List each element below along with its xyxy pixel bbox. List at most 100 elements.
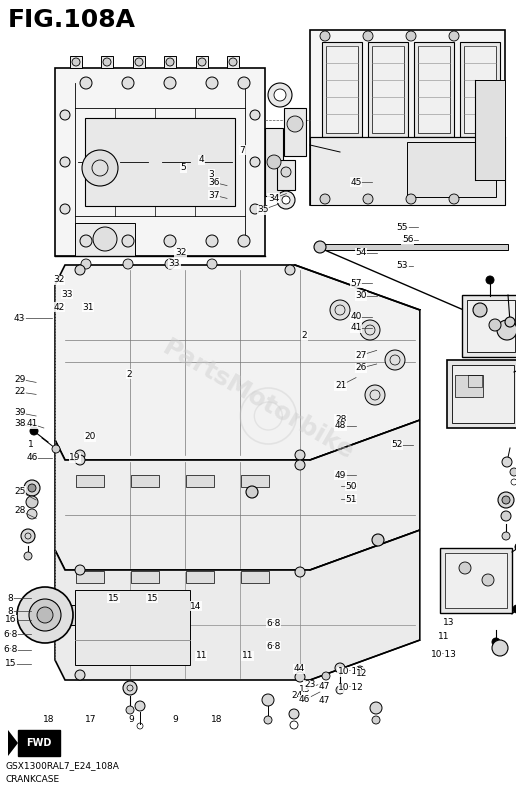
Circle shape [510, 468, 516, 476]
Text: 13: 13 [443, 618, 455, 627]
Circle shape [502, 496, 510, 504]
Polygon shape [18, 730, 60, 756]
Circle shape [75, 565, 85, 575]
Text: 35: 35 [257, 205, 269, 214]
Text: 42: 42 [54, 302, 65, 312]
Bar [447, 360, 516, 428]
Bar [164, 56, 176, 68]
Circle shape [238, 235, 250, 247]
Circle shape [497, 320, 516, 340]
Circle shape [122, 235, 134, 247]
Bar [75, 590, 190, 665]
Circle shape [198, 58, 206, 66]
Text: 49: 49 [335, 470, 346, 480]
Circle shape [80, 235, 92, 247]
Text: 24: 24 [291, 691, 302, 701]
Text: 7: 7 [239, 146, 246, 155]
Circle shape [285, 265, 295, 275]
Circle shape [82, 150, 118, 186]
Text: 44: 44 [294, 664, 305, 674]
Bar [60, 605, 75, 625]
Circle shape [93, 227, 117, 251]
Bar [265, 128, 283, 196]
Circle shape [363, 31, 373, 41]
Bar [227, 56, 239, 68]
Bar [467, 300, 515, 352]
Text: 28: 28 [14, 506, 25, 515]
Text: 14: 14 [190, 602, 202, 611]
Circle shape [60, 204, 70, 214]
Text: 11: 11 [196, 651, 207, 661]
Circle shape [449, 31, 459, 41]
Text: 20: 20 [85, 432, 96, 442]
Text: 6·8: 6·8 [3, 630, 18, 639]
Circle shape [486, 276, 494, 284]
Circle shape [473, 303, 487, 317]
Circle shape [322, 672, 330, 680]
Text: 22: 22 [14, 387, 25, 397]
Text: 13: 13 [299, 685, 310, 694]
Circle shape [295, 672, 305, 682]
Text: 2: 2 [126, 370, 132, 379]
Text: 18: 18 [43, 715, 55, 725]
Bar [241, 571, 269, 583]
Text: 32: 32 [54, 275, 65, 285]
Circle shape [370, 702, 382, 714]
Circle shape [372, 534, 384, 546]
Circle shape [250, 157, 260, 167]
Circle shape [135, 58, 143, 66]
Circle shape [229, 58, 237, 66]
Text: 21: 21 [335, 381, 346, 390]
Bar [70, 56, 82, 68]
Text: 19: 19 [69, 453, 80, 462]
Bar [76, 475, 104, 487]
Circle shape [206, 235, 218, 247]
Bar [440, 548, 512, 613]
Text: 56: 56 [402, 235, 413, 245]
Circle shape [295, 460, 305, 470]
Text: 6·8: 6·8 [266, 618, 281, 628]
Bar [101, 56, 113, 68]
Bar [131, 475, 159, 487]
Text: 9: 9 [128, 715, 135, 725]
Circle shape [277, 191, 295, 209]
Circle shape [287, 116, 303, 132]
Circle shape [238, 77, 250, 89]
Circle shape [207, 259, 217, 269]
Bar [277, 160, 295, 190]
Text: CRANKCASE: CRANKCASE [6, 775, 60, 784]
Text: 23: 23 [304, 680, 315, 690]
Circle shape [320, 194, 330, 204]
Text: 45: 45 [350, 178, 362, 187]
Text: 41: 41 [350, 323, 362, 333]
Text: 5: 5 [180, 163, 186, 173]
Polygon shape [55, 265, 420, 460]
Text: FWD: FWD [26, 738, 52, 748]
Circle shape [262, 694, 274, 706]
Circle shape [335, 663, 345, 673]
Text: 30: 30 [356, 291, 367, 301]
Text: 47: 47 [318, 696, 330, 706]
Text: 8: 8 [7, 594, 13, 603]
Text: 41: 41 [26, 419, 38, 429]
Text: 38: 38 [14, 419, 25, 429]
Bar [326, 46, 358, 133]
Bar [322, 42, 362, 137]
Text: 36: 36 [208, 178, 220, 187]
Circle shape [122, 77, 134, 89]
Text: 11: 11 [438, 632, 449, 642]
Text: 48: 48 [335, 421, 346, 430]
Circle shape [282, 196, 290, 204]
Circle shape [28, 484, 36, 492]
Bar [462, 295, 516, 357]
Text: 33: 33 [169, 259, 180, 269]
Bar [186, 475, 214, 487]
Text: PartsMotorbike: PartsMotorbike [158, 335, 358, 465]
Text: 54: 54 [356, 248, 367, 258]
Text: 31: 31 [82, 302, 93, 312]
Circle shape [501, 511, 511, 521]
Bar [196, 56, 208, 68]
Bar [133, 56, 145, 68]
Text: 32: 32 [175, 248, 186, 258]
Circle shape [250, 204, 260, 214]
